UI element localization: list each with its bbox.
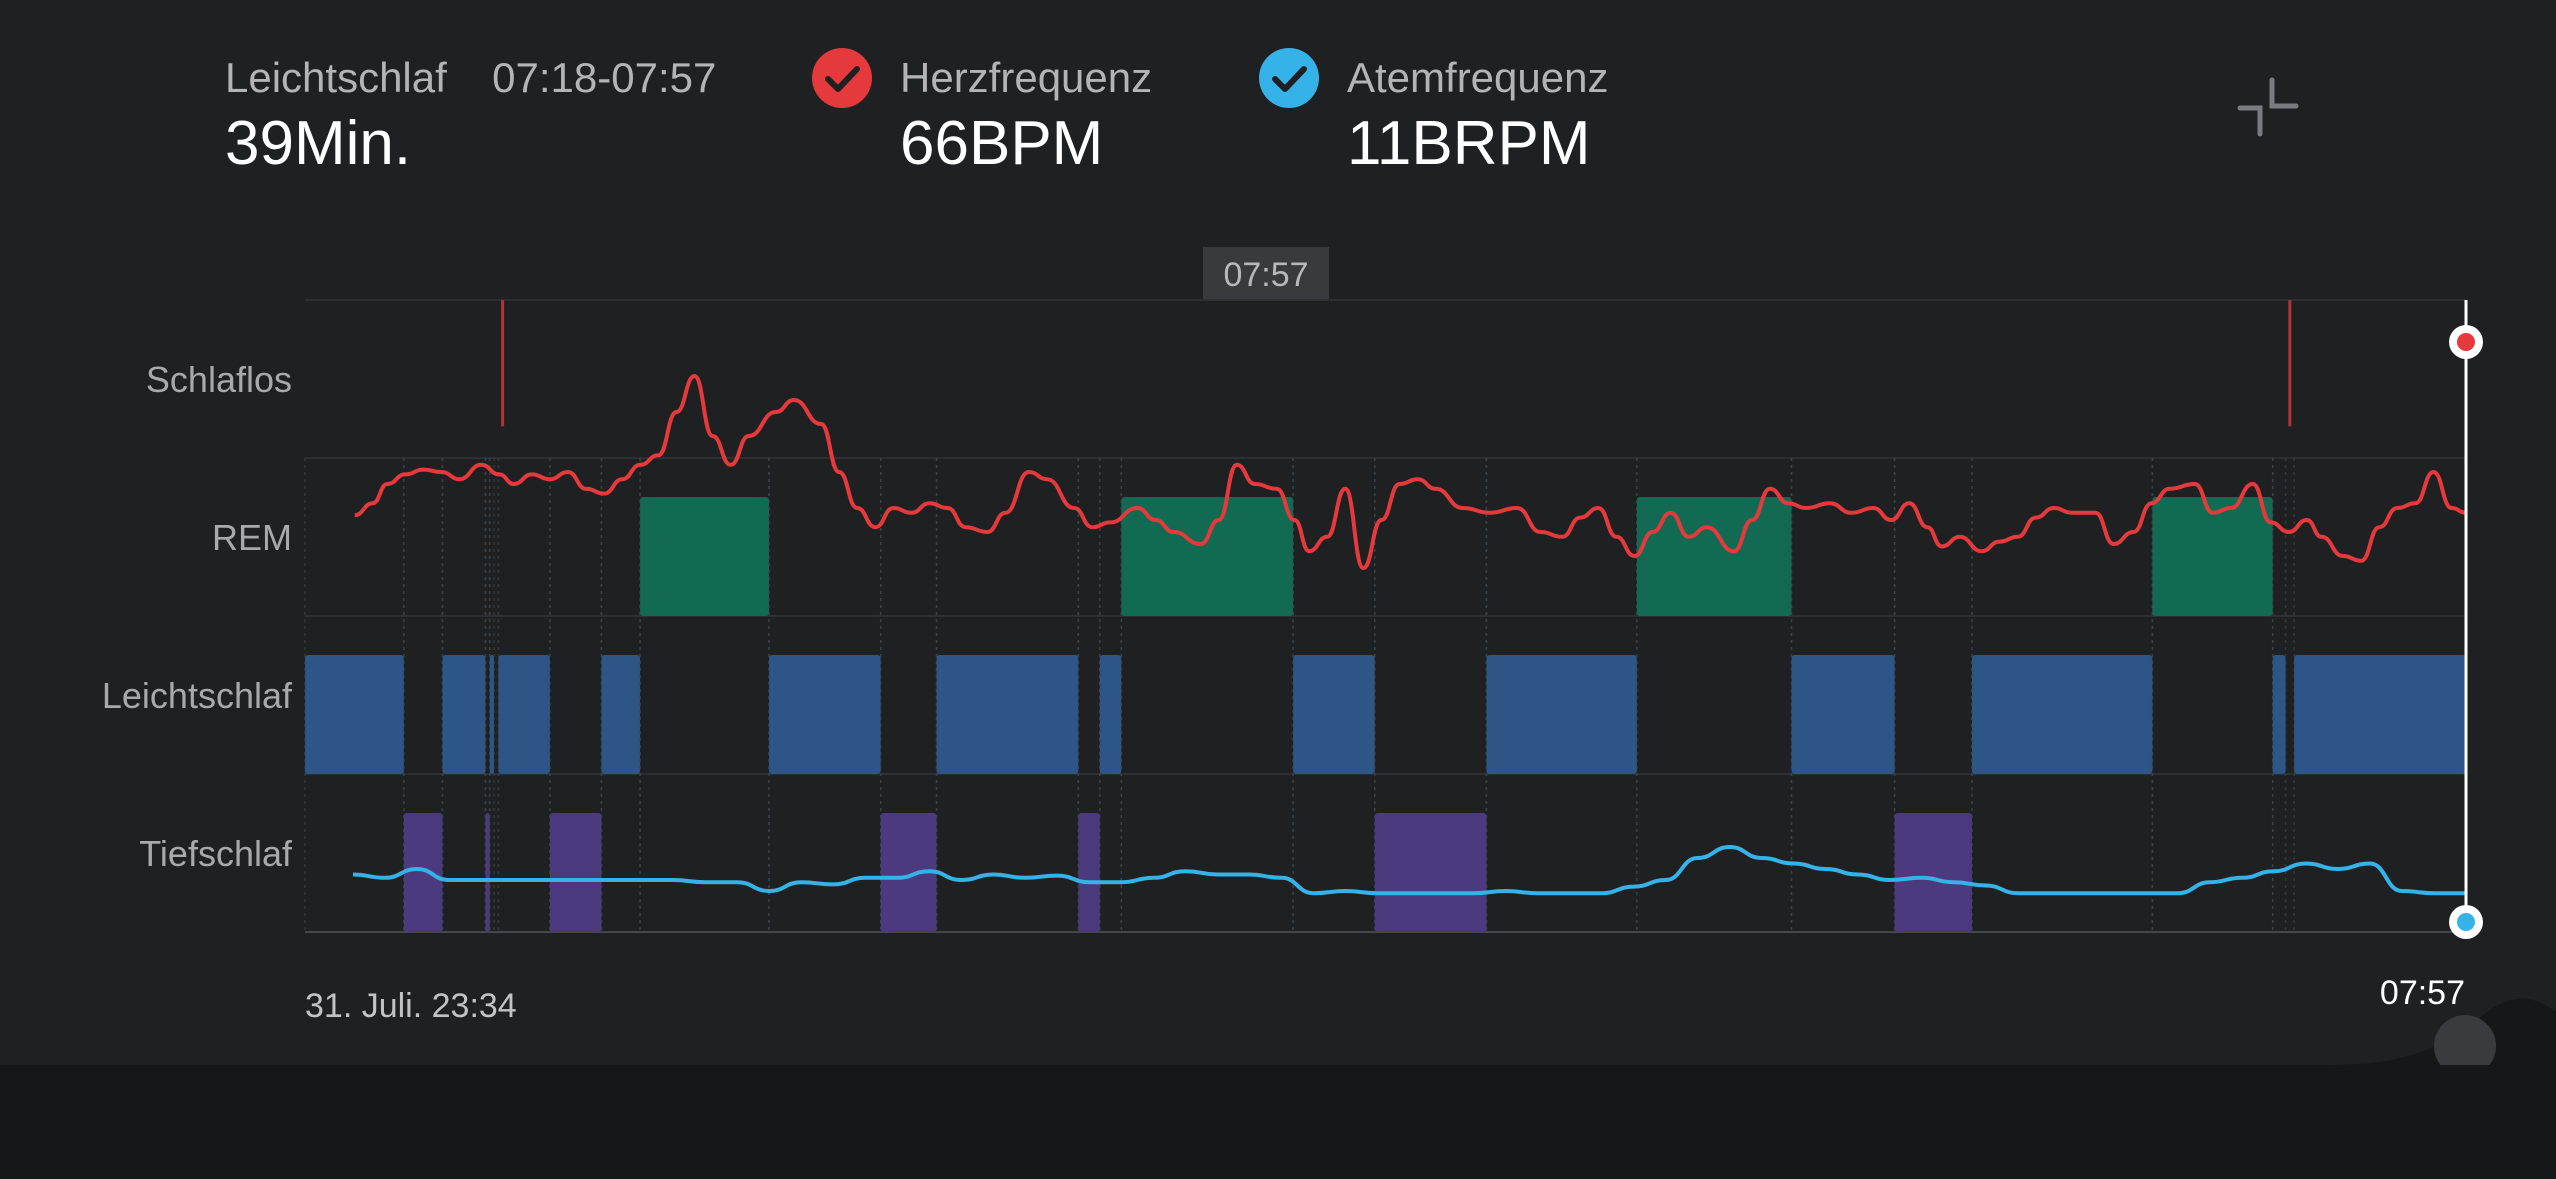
awake-markers bbox=[501, 300, 2292, 427]
segment-leichtschlaf bbox=[2272, 655, 2286, 774]
breath-rate-metric[interactable]: Atemfrequenz 11BRPM bbox=[1259, 48, 1609, 184]
breath-rate-cursor-dot-inner bbox=[2457, 913, 2475, 931]
segment-tiefschlaf bbox=[1894, 813, 1972, 932]
y-axis-labels: Schlaflos REM Leichtschlaf Tiefschlaf bbox=[102, 359, 293, 874]
segment-leichtschlaf bbox=[442, 655, 486, 774]
sleep-detail-screen: Leichtschlaf 07:18-07:57 39Min. Herzfreq… bbox=[0, 0, 2556, 1065]
segment-rem bbox=[2152, 497, 2273, 616]
heart-rate-label: Herzfrequenz bbox=[900, 54, 1153, 101]
y-label-leichtschlaf: Leichtschlaf bbox=[102, 675, 293, 716]
segment-tiefschlaf bbox=[1374, 813, 1487, 932]
segment-leichtschlaf bbox=[1971, 655, 2153, 774]
x-end-label: 07:57 bbox=[2380, 974, 2465, 1012]
stage-duration: 39Min. bbox=[225, 109, 412, 178]
segment-leichtschlaf bbox=[2294, 655, 2466, 774]
y-label-schlaflos: Schlaflos bbox=[146, 359, 292, 400]
bottom-curve bbox=[2330, 998, 2556, 1065]
breath-rate-toggle-icon[interactable] bbox=[1259, 48, 1319, 108]
segment-leichtschlaf bbox=[1486, 655, 1637, 774]
cursor-time-label: 07:57 bbox=[1223, 256, 1308, 294]
segment-leichtschlaf bbox=[1099, 655, 1122, 774]
cursor-time-label-box: 07:57 bbox=[1203, 247, 1329, 299]
collapse-icon[interactable] bbox=[2236, 76, 2300, 140]
breath-rate-value: 11BRPM bbox=[1347, 109, 1591, 178]
segment-leichtschlaf bbox=[305, 655, 404, 774]
segment-rem bbox=[640, 497, 769, 616]
segment-leichtschlaf bbox=[601, 655, 641, 774]
sleep-chart[interactable]: Schlaflos REM Leichtschlaf Tiefschlaf 07:57… bbox=[0, 0, 2556, 1065]
heart-rate-value: 66BPM bbox=[900, 109, 1104, 178]
heart-rate-toggle-icon[interactable] bbox=[812, 48, 872, 108]
segment-leichtschlaf bbox=[498, 655, 550, 774]
heart-rate-metric[interactable]: Herzfrequenz 66BPM bbox=[812, 48, 1153, 184]
y-label-tiefschlaf: Tiefschlaf bbox=[139, 833, 293, 874]
stage-segments bbox=[304, 458, 2467, 932]
segment-rem bbox=[1636, 497, 1792, 616]
breath-rate-label: Atemfrequenz bbox=[1347, 54, 1609, 101]
heart-rate-line bbox=[354, 374, 2467, 570]
segment-leichtschlaf bbox=[768, 655, 881, 774]
breath-rate-line bbox=[352, 845, 2466, 896]
cursor[interactable] bbox=[2449, 300, 2483, 939]
stage-label-row: Leichtschlaf 07:18-07:57 bbox=[225, 50, 716, 106]
series-lines bbox=[352, 374, 2467, 896]
stage-label: Leichtschlaf bbox=[225, 54, 447, 101]
segment-leichtschlaf bbox=[489, 655, 495, 774]
stage-time-range: 07:18-07:57 bbox=[492, 54, 717, 101]
segment-tiefschlaf bbox=[485, 813, 490, 932]
x-start-label: 31. Juli. 23:34 bbox=[305, 987, 517, 1025]
y-label-rem: REM bbox=[212, 517, 292, 558]
heart-rate-cursor-dot-inner bbox=[2457, 333, 2475, 351]
segment-tiefschlaf bbox=[403, 813, 443, 932]
segment-leichtschlaf bbox=[1791, 655, 1895, 774]
segment-leichtschlaf bbox=[936, 655, 1079, 774]
bottom-bar bbox=[0, 1065, 2556, 1179]
segment-tiefschlaf bbox=[1078, 813, 1100, 932]
scroll-knob[interactable] bbox=[2434, 1015, 2496, 1065]
segment-tiefschlaf bbox=[880, 813, 937, 932]
segment-tiefschlaf bbox=[549, 813, 602, 932]
segment-leichtschlaf bbox=[1293, 655, 1375, 774]
stage-metric: Leichtschlaf 07:18-07:57 39Min. bbox=[225, 50, 716, 184]
